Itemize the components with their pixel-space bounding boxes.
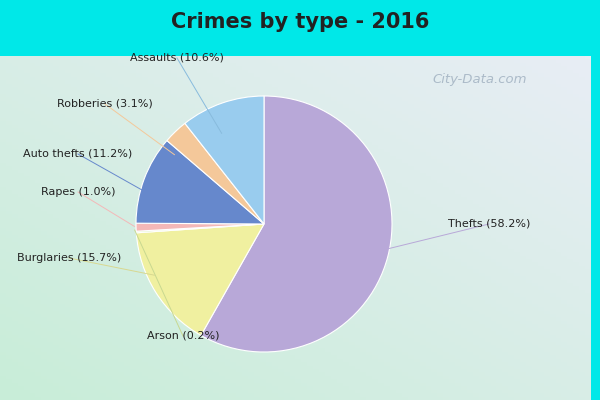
Wedge shape xyxy=(201,96,392,352)
Text: Assaults (10.6%): Assaults (10.6%) xyxy=(130,53,224,63)
Text: Arson (0.2%): Arson (0.2%) xyxy=(147,331,219,341)
Text: Robberies (3.1%): Robberies (3.1%) xyxy=(57,99,153,109)
Text: Thefts (58.2%): Thefts (58.2%) xyxy=(448,219,530,229)
Text: Crimes by type - 2016: Crimes by type - 2016 xyxy=(171,12,429,32)
Text: City-Data.com: City-Data.com xyxy=(433,74,527,86)
Text: Burglaries (15.7%): Burglaries (15.7%) xyxy=(17,253,121,263)
Wedge shape xyxy=(167,123,264,224)
Wedge shape xyxy=(136,140,264,224)
Wedge shape xyxy=(136,224,264,335)
Text: Auto thefts (11.2%): Auto thefts (11.2%) xyxy=(23,149,133,159)
Text: Rapes (1.0%): Rapes (1.0%) xyxy=(41,187,115,197)
Wedge shape xyxy=(185,96,264,224)
Wedge shape xyxy=(136,223,264,231)
Wedge shape xyxy=(136,224,264,233)
